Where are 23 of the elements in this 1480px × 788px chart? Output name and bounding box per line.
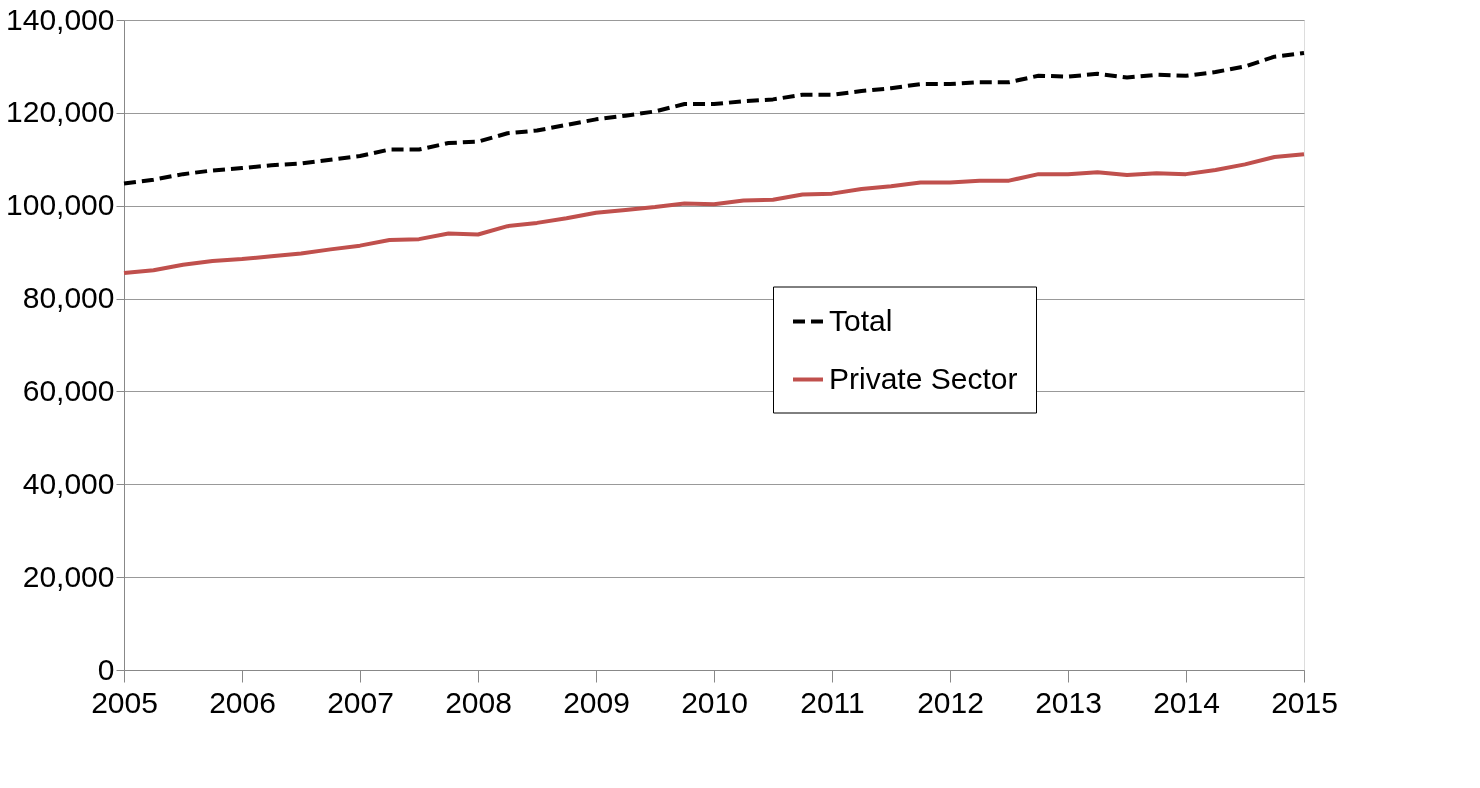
x-tick-label: 2013 [1035,685,1102,719]
x-tick-label: 2006 [209,685,276,719]
legend-label: Total [829,303,893,337]
legend-label: Private Sector [829,361,1018,395]
y-tick-label: 0 [97,652,115,686]
x-tick-label: 2014 [1153,685,1220,719]
x-tick-label: 2012 [917,685,984,719]
x-tick-label: 2009 [563,685,630,719]
x-tick-label: 2010 [681,685,748,719]
y-tick-label: 140,000 [6,2,115,36]
y-tick-label: 60,000 [22,373,115,407]
line-series [122,152,1306,276]
y-tick-label: 40,000 [22,466,115,500]
y-tick-label: 120,000 [6,95,115,129]
line-series [122,50,1306,186]
x-tick-label: 2007 [327,685,394,719]
y-tick-label: 20,000 [22,559,115,593]
x-tick-label: 2005 [91,685,158,719]
x-tick-label: 2008 [445,685,512,719]
x-tick-label: 2011 [800,685,865,719]
x-tick-label: 2015 [1271,685,1338,719]
y-tick-label: 100,000 [6,188,115,222]
y-tick-label: 80,000 [22,281,115,315]
